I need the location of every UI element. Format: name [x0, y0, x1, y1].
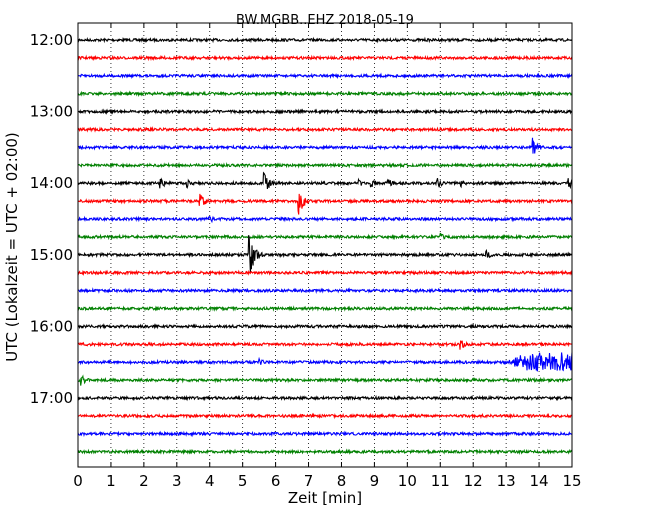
- chart-title: BW.MGBB..EHZ 2018-05-19: [236, 13, 414, 28]
- x-tick-label: 1: [106, 472, 116, 490]
- trace-line: [77, 215, 573, 224]
- x-tick-label: 3: [172, 472, 182, 490]
- trace-line: [77, 108, 573, 116]
- x-tick-label: 9: [370, 472, 380, 490]
- x-tick-label: 8: [337, 472, 347, 490]
- x-tick-label: 2: [139, 472, 149, 490]
- trace-line: [77, 448, 573, 456]
- traces: [77, 36, 573, 456]
- y-tick-label: 16:00: [30, 317, 73, 335]
- trace-line: [77, 412, 573, 420]
- trace-line: [77, 126, 573, 133]
- x-tick-label: 5: [238, 472, 248, 490]
- trace-line: [77, 430, 573, 438]
- trace-line: [77, 161, 573, 169]
- x-tick-label: 12: [464, 472, 483, 490]
- x-axis-ticks: 0 1 2 3 4 5 6 7 8 9 10 11 12 13 14 15: [73, 23, 582, 490]
- trace-line: [77, 72, 573, 80]
- x-tick-label: 10: [398, 472, 417, 490]
- trace-line: [77, 340, 573, 350]
- trace-line: [77, 305, 573, 312]
- trace-line: [77, 269, 573, 277]
- x-tick-label: 0: [73, 472, 83, 490]
- x-tick-label: 4: [205, 472, 215, 490]
- trace-line: [77, 171, 573, 190]
- y-axis-label: UTC (Lokalzeit = UTC + 02:00): [3, 132, 21, 362]
- x-tick-label: 13: [497, 472, 516, 490]
- trace-line: [77, 36, 573, 44]
- x-axis-label: Zeit [min]: [288, 489, 362, 507]
- trace-line: [78, 374, 573, 386]
- y-tick-label: 13:00: [30, 103, 73, 121]
- plot-frame: [77, 22, 573, 468]
- x-tick-label: 11: [431, 472, 450, 490]
- trace-line: [77, 90, 573, 98]
- trace-line: [77, 54, 573, 62]
- x-tick-label: 14: [530, 472, 549, 490]
- trace-line: [77, 287, 573, 294]
- trace-line: [77, 137, 573, 154]
- trace-line: [77, 322, 573, 330]
- y-tick-label: 14:00: [30, 174, 73, 192]
- x-tick-label: 15: [562, 472, 581, 490]
- trace-line: [78, 235, 573, 273]
- y-tick-label: 12:00: [30, 31, 73, 49]
- grid-lines: [110, 23, 540, 467]
- x-tick-label: 7: [304, 472, 314, 490]
- y-axis-ticks: 12:00 13:00 14:00 15:00 16:00 17:00: [30, 31, 572, 407]
- y-tick-label: 17:00: [30, 389, 73, 407]
- y-tick-label: 15:00: [30, 246, 73, 264]
- trace-line: [77, 352, 573, 372]
- trace-line: [77, 193, 573, 215]
- trace-line: [77, 394, 573, 402]
- x-tick-label: 6: [271, 472, 281, 490]
- trace-line: [77, 232, 573, 241]
